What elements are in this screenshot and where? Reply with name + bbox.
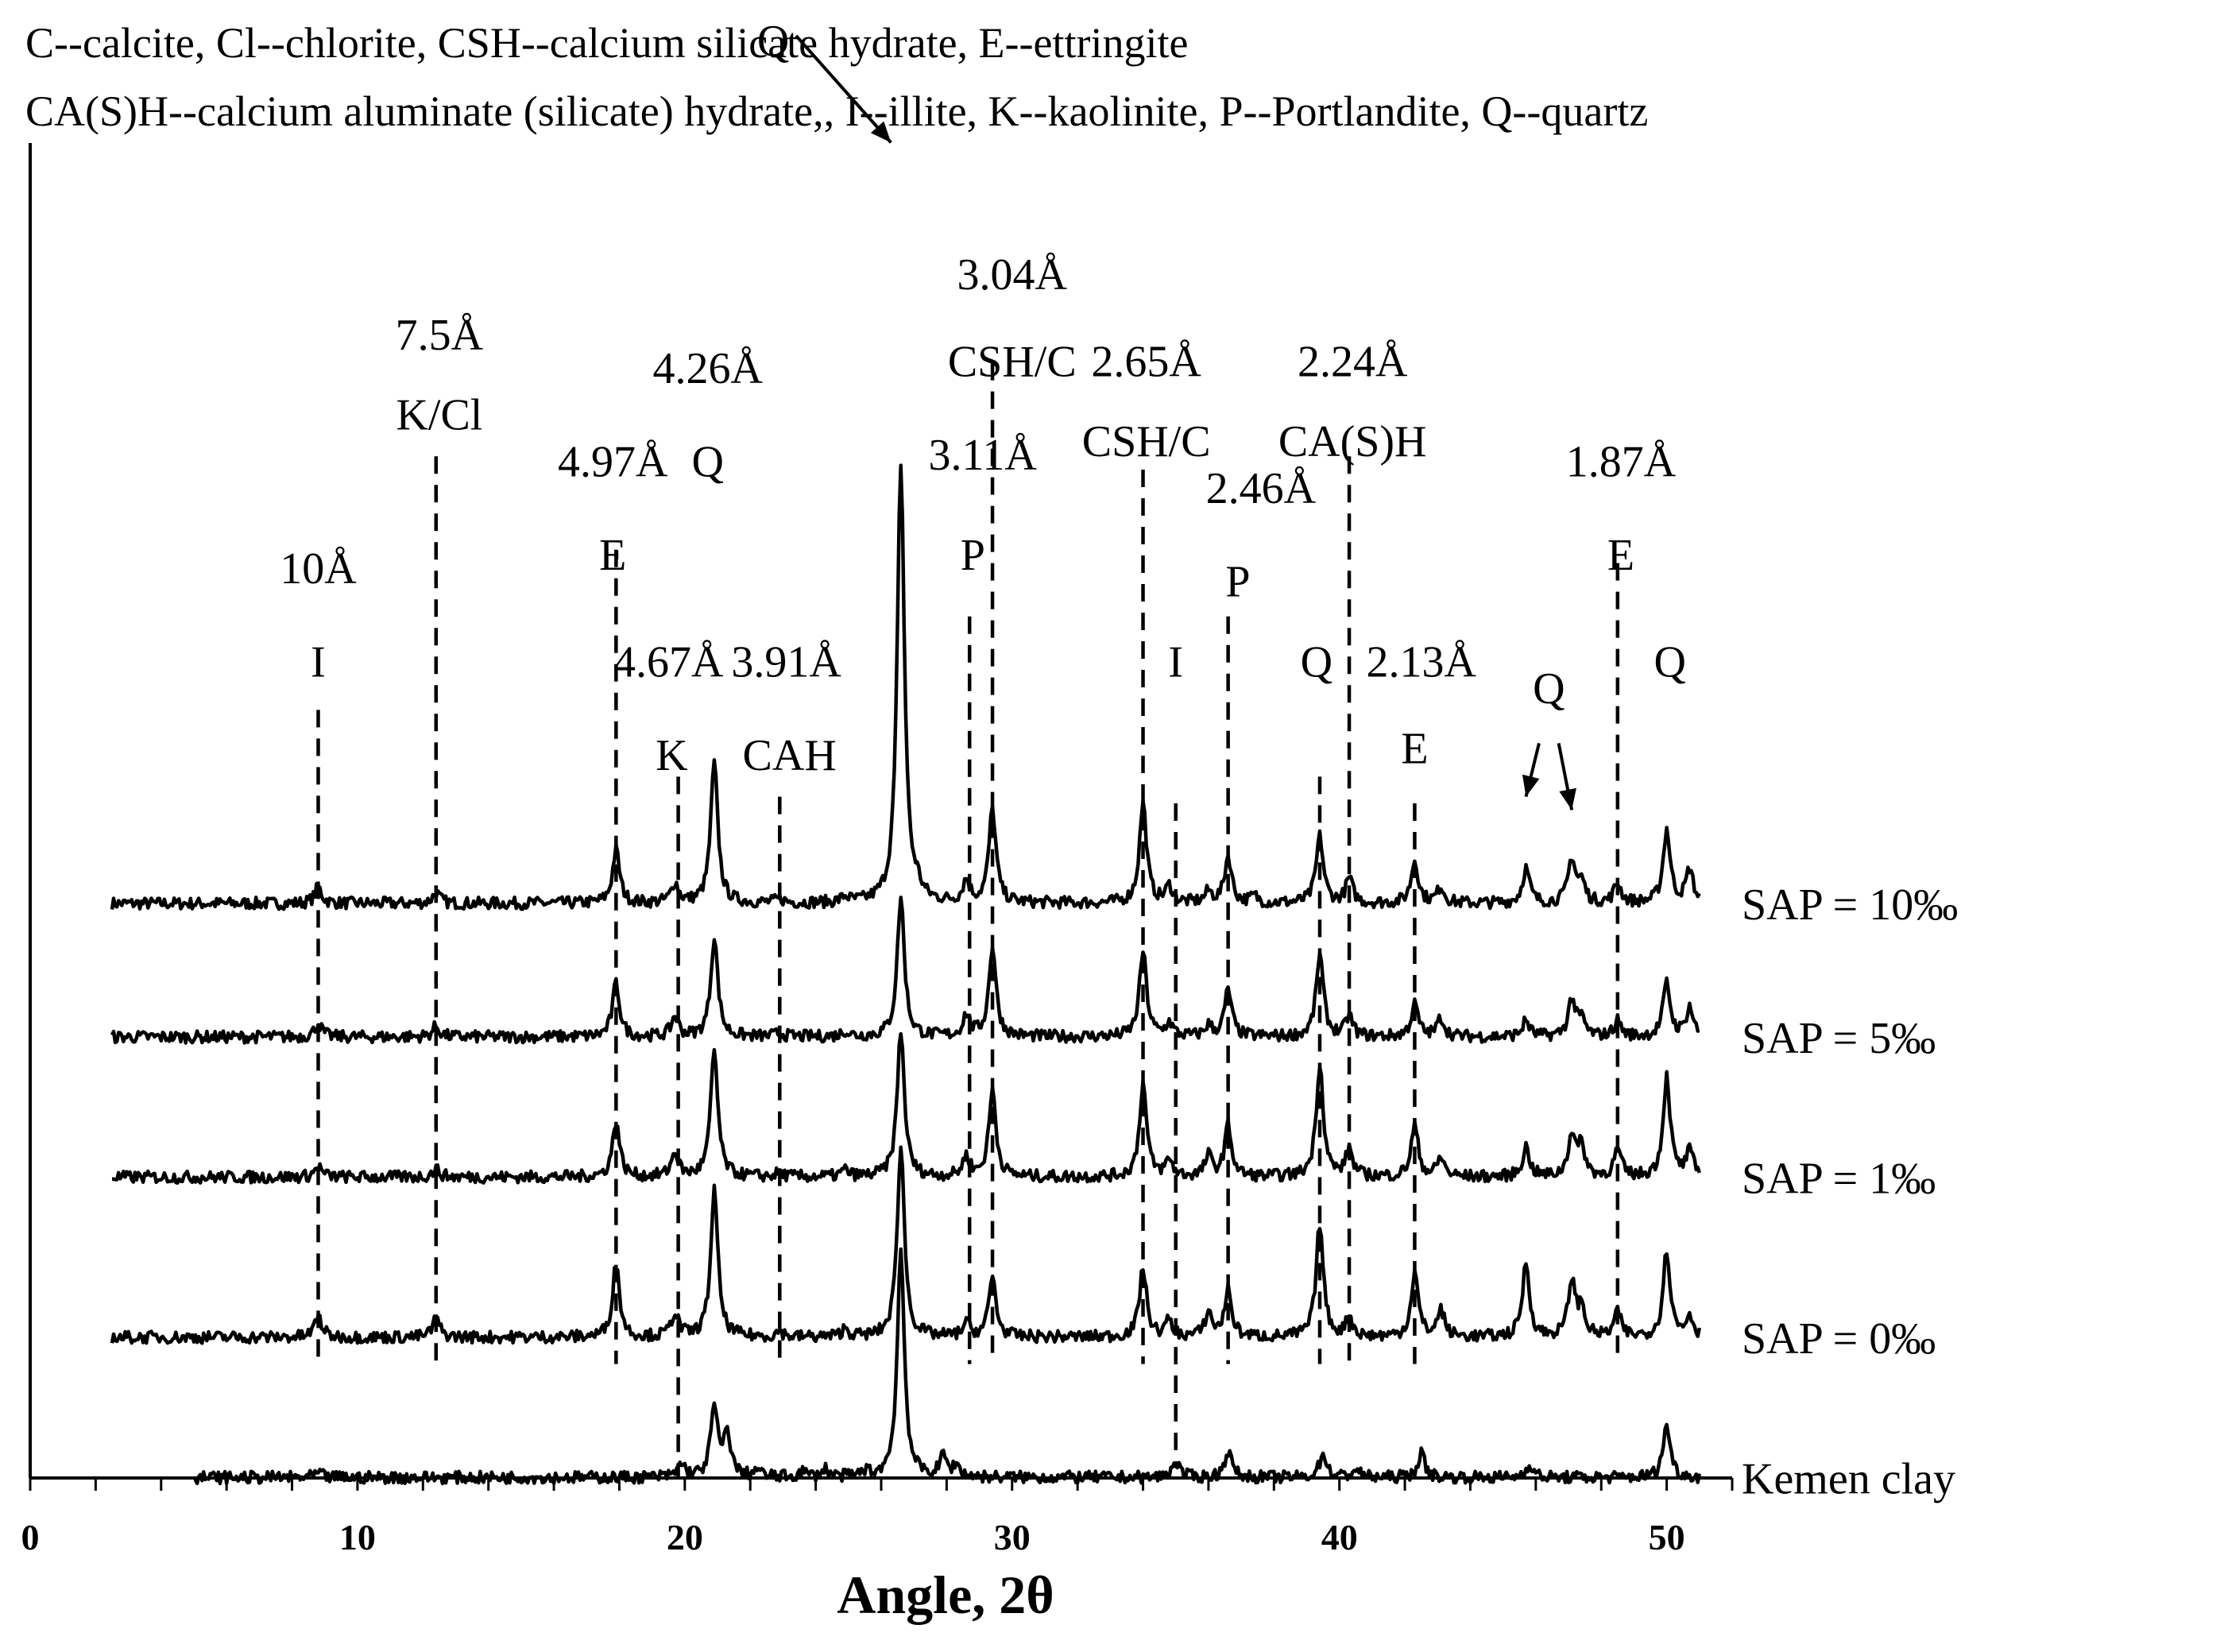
x-axis-label: Angle, 2θ xyxy=(837,1565,1054,1625)
series-line-2 xyxy=(111,1031,1701,1185)
series-label-0: SAP = 10‰ xyxy=(1742,880,1958,930)
peak-annotation: Q xyxy=(757,17,789,66)
peak-annotation: I xyxy=(1168,637,1183,687)
series-label-1: SAP = 5‰ xyxy=(1742,1014,1936,1063)
peak-annotation: Q xyxy=(691,437,723,486)
series-line-3 xyxy=(110,1145,1702,1345)
peak-annotation: 4.97Å xyxy=(558,437,668,486)
peak-annotation: 3.91Å xyxy=(731,637,841,687)
series-label-3: SAP = 0‰ xyxy=(1742,1314,1936,1364)
series-line-0 xyxy=(110,463,1701,911)
peak-annotation: E xyxy=(1401,725,1428,774)
peak-annotation: E xyxy=(599,531,626,580)
peak-annotation: CSH/C xyxy=(948,337,1077,386)
peak-annotation: P xyxy=(1225,558,1250,607)
annotation-arrow-head xyxy=(1522,774,1540,797)
peak-annotation: E xyxy=(1607,531,1634,580)
peak-annotation: 3.04Å xyxy=(957,250,1068,300)
peak-annotation: K xyxy=(656,731,687,780)
peak-annotation: 2.13Å xyxy=(1366,637,1476,687)
peak-annotation: 10Å xyxy=(280,544,357,594)
x-tick-label: 0 xyxy=(21,1517,40,1557)
peak-annotation: CA(S)H xyxy=(1278,417,1427,466)
series-line-4 xyxy=(193,1247,1702,1486)
plot-area: 0 10 20 30 40 50 SAP = 10‰ SAP = 5‰ SAP = 1‰ SAP … xyxy=(21,17,1959,1557)
peak-annotation: 7.5Å xyxy=(396,311,484,360)
annotation-arrow-head xyxy=(870,121,892,143)
peak-annotation: 4.67Å xyxy=(613,637,724,687)
x-tick-label: 20 xyxy=(667,1517,703,1557)
series-label-2: SAP = 1‰ xyxy=(1742,1154,1936,1203)
peak-annotation: CAH xyxy=(743,731,837,780)
peak-annotation: CSH/C xyxy=(1082,417,1211,466)
peak-annotation: 1.87Å xyxy=(1566,437,1677,486)
legend-line-1: C--calcite, Cl--chlorite, CSH--calcium s… xyxy=(25,19,1188,67)
peak-annotation: Q xyxy=(1533,664,1565,714)
annotation-arrow-head xyxy=(1559,787,1576,811)
peak-annotation: 2.46Å xyxy=(1206,464,1317,513)
peak-annotation: P xyxy=(961,531,985,580)
series-line-1 xyxy=(110,896,1700,1045)
legend-line-2: CA(S)H--calcium aluminate (silicate) hyd… xyxy=(25,87,1648,135)
peak-annotation: Q xyxy=(1301,637,1332,687)
peak-annotation: 3.11Å xyxy=(929,431,1038,480)
x-tick-label: 50 xyxy=(1649,1517,1685,1557)
annotation-arrow-shaft xyxy=(795,34,892,144)
peak-annotation: 4.26Å xyxy=(652,344,763,393)
x-tick-label: 40 xyxy=(1321,1517,1358,1557)
peak-annotation: Q xyxy=(1654,637,1686,687)
x-tick-label: 10 xyxy=(339,1517,376,1557)
series-label-4: Kemen clay xyxy=(1742,1454,1955,1503)
peak-annotation: K/Cl xyxy=(396,391,482,440)
peak-annotation: 2.24Å xyxy=(1298,337,1408,386)
x-tick-label: 30 xyxy=(994,1517,1031,1557)
peak-annotation: I xyxy=(311,637,326,687)
peak-annotation: 2.65Å xyxy=(1091,337,1201,386)
